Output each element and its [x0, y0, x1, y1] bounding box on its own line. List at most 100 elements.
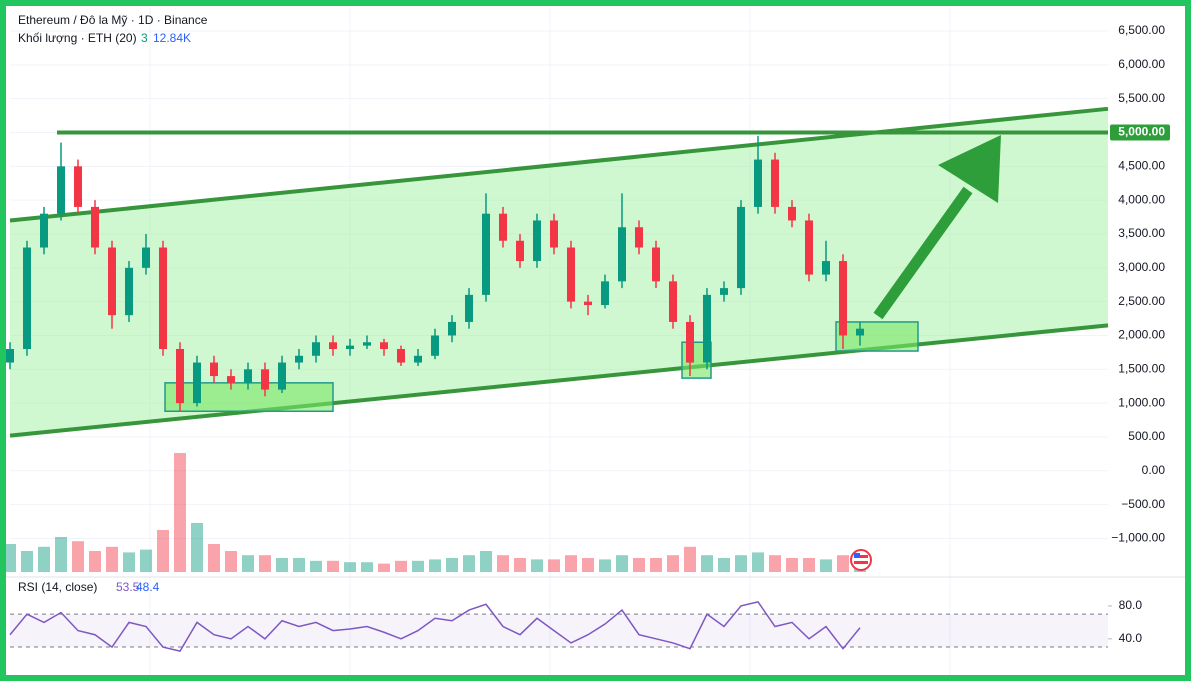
candle-body [227, 376, 235, 383]
candle-body [482, 213, 490, 295]
volume-value: 12.84K [153, 31, 191, 45]
candle-body [193, 362, 201, 404]
volume-bar [582, 558, 594, 572]
arrow-shaft [873, 186, 973, 320]
candle-body [312, 342, 320, 356]
volume-bar [38, 546, 50, 572]
candle-body [465, 294, 473, 322]
candle-body [686, 321, 694, 363]
y-tick-label: 5,000.00 [1118, 125, 1165, 139]
volume-bar [106, 546, 118, 572]
y-tick-label: 4,500.00 [1118, 158, 1165, 172]
chart-title: Ethereum / Đô la Mỹ · 1D · Binance [18, 13, 208, 27]
y-tick-label: 6,500.00 [1118, 23, 1165, 37]
volume-bar [327, 560, 339, 572]
candle-body [142, 247, 150, 268]
rsi-label: RSI (14, close) [18, 580, 97, 594]
volume-bar [140, 549, 152, 572]
volume-bar [446, 558, 458, 572]
rsi-tick-label: 80.0 [1119, 598, 1143, 612]
rsi-tick-label: 40.0 [1119, 631, 1143, 645]
volume-bar [752, 552, 764, 572]
volume-bar [650, 558, 662, 572]
candle-body [839, 261, 847, 336]
rsi-value: 53.5 [116, 580, 140, 594]
volume-bar [531, 559, 543, 572]
volume-bar [497, 555, 509, 572]
candle-body [635, 227, 643, 248]
volume-bar [667, 555, 679, 572]
candle-body [516, 240, 524, 262]
candle-body [448, 321, 456, 336]
volume-bar [463, 555, 475, 572]
zone-box [164, 382, 334, 413]
candle-body [57, 166, 65, 214]
flag-canton [854, 553, 860, 558]
volume-bar [548, 559, 560, 572]
volume-bar [378, 563, 390, 572]
volume-bar [208, 544, 220, 572]
volume-bar [633, 558, 645, 572]
y-tick-label: 3,500.00 [1118, 226, 1165, 240]
volume-label: Khối lượng · ETH (20) [18, 31, 137, 45]
volume-bar [718, 558, 730, 572]
candle-body [6, 349, 14, 363]
candle-body [533, 220, 541, 262]
y-tick-label: 2,500.00 [1118, 294, 1165, 308]
volume-bar [514, 558, 526, 572]
volume-bar [344, 562, 356, 572]
candle-body [720, 288, 728, 295]
candle-body [125, 267, 133, 316]
arrow [873, 135, 1001, 320]
candle-body [108, 247, 116, 316]
price-tag [1110, 124, 1170, 141]
candle-body [499, 213, 507, 241]
rsi-line [9, 600, 861, 653]
volume-bar [123, 552, 135, 572]
candle-body [414, 355, 422, 363]
y-tick-label: 5,500.00 [1118, 91, 1165, 105]
candle-body [703, 294, 711, 363]
candle-body [329, 342, 337, 350]
candle-body [550, 220, 558, 248]
volume-count: 3 [141, 31, 148, 45]
volume-bar [276, 558, 288, 572]
candle-body [584, 301, 592, 306]
y-tick-label: 4,000.00 [1118, 192, 1165, 206]
y-tick-label: −500.00 [1121, 497, 1165, 511]
rsi-band [10, 614, 1108, 648]
volume-bar [599, 559, 611, 572]
volume-bar [412, 560, 424, 572]
candle-body [397, 349, 405, 363]
candle-body [295, 355, 303, 363]
candle-body [346, 345, 354, 350]
candle-body [754, 159, 762, 207]
rsi-ma-value: 48.4 [136, 580, 160, 594]
volume-bar [21, 551, 33, 572]
candle-body [40, 213, 48, 248]
candle-body [91, 206, 99, 248]
channel-lower [9, 323, 1109, 438]
arrow-head [938, 135, 1001, 203]
volume-bar [4, 544, 16, 572]
candle-body [567, 247, 575, 302]
flag-icon [850, 549, 872, 571]
candle-body [74, 166, 82, 207]
candle-body [159, 247, 167, 350]
volume-bar [259, 555, 271, 572]
volume-bar [820, 559, 832, 572]
y-tick-label: −1,000.00 [1111, 531, 1165, 545]
volume-bar [89, 551, 101, 572]
y-tick-label: 0.00 [1142, 463, 1166, 477]
candle-body [618, 227, 626, 282]
channel-upper [9, 106, 1109, 223]
volume-bar [174, 453, 186, 572]
plot [4, 30, 1109, 653]
candle-body [380, 342, 388, 350]
candle-body [822, 261, 830, 275]
flag-stripe [854, 561, 868, 564]
